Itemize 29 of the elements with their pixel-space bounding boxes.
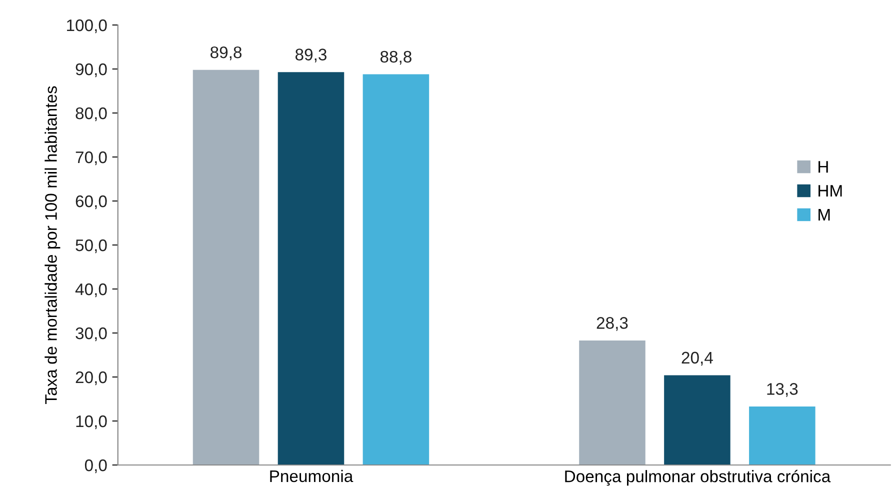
- bar: [362, 74, 430, 465]
- data-label: 28,3: [596, 317, 628, 331]
- bar: [192, 70, 260, 465]
- bar: [278, 72, 344, 465]
- y-tick-label: 10,0: [76, 415, 107, 430]
- y-axis-title: Taxa de mortalidade por 100 mil habitantes: [44, 86, 60, 404]
- legend-label: H: [818, 161, 828, 173]
- y-tick-label: 20,0: [76, 371, 107, 386]
- y-tick-label: 50,0: [76, 239, 107, 254]
- data-label: 89,8: [210, 46, 242, 60]
- y-tick-label: 40,0: [75, 283, 107, 298]
- bar: [749, 406, 816, 465]
- data-label: 13,3: [767, 383, 798, 397]
- y-tick-label: 100,0: [67, 19, 107, 34]
- x-tick-label: Doença pulmonar obstrutiva crónica: [565, 470, 831, 486]
- bar: [664, 375, 730, 465]
- data-label: 20,4: [682, 352, 713, 366]
- data-label: 88,8: [380, 50, 412, 65]
- y-tick-label: 0,0: [84, 459, 107, 474]
- bar: [579, 340, 646, 465]
- legend-label: HM: [818, 185, 842, 197]
- y-tick-label: 70,0: [76, 151, 107, 166]
- y-tick-label: 60,0: [76, 195, 107, 210]
- y-tick-label: 30,0: [76, 327, 107, 342]
- x-tick-label: Pneumonia: [270, 470, 354, 482]
- legend-label: M: [818, 209, 830, 221]
- y-tick-label: 90,0: [76, 63, 107, 78]
- y-tick-label: 80,0: [76, 107, 107, 122]
- data-label: 89,3: [295, 48, 326, 62]
